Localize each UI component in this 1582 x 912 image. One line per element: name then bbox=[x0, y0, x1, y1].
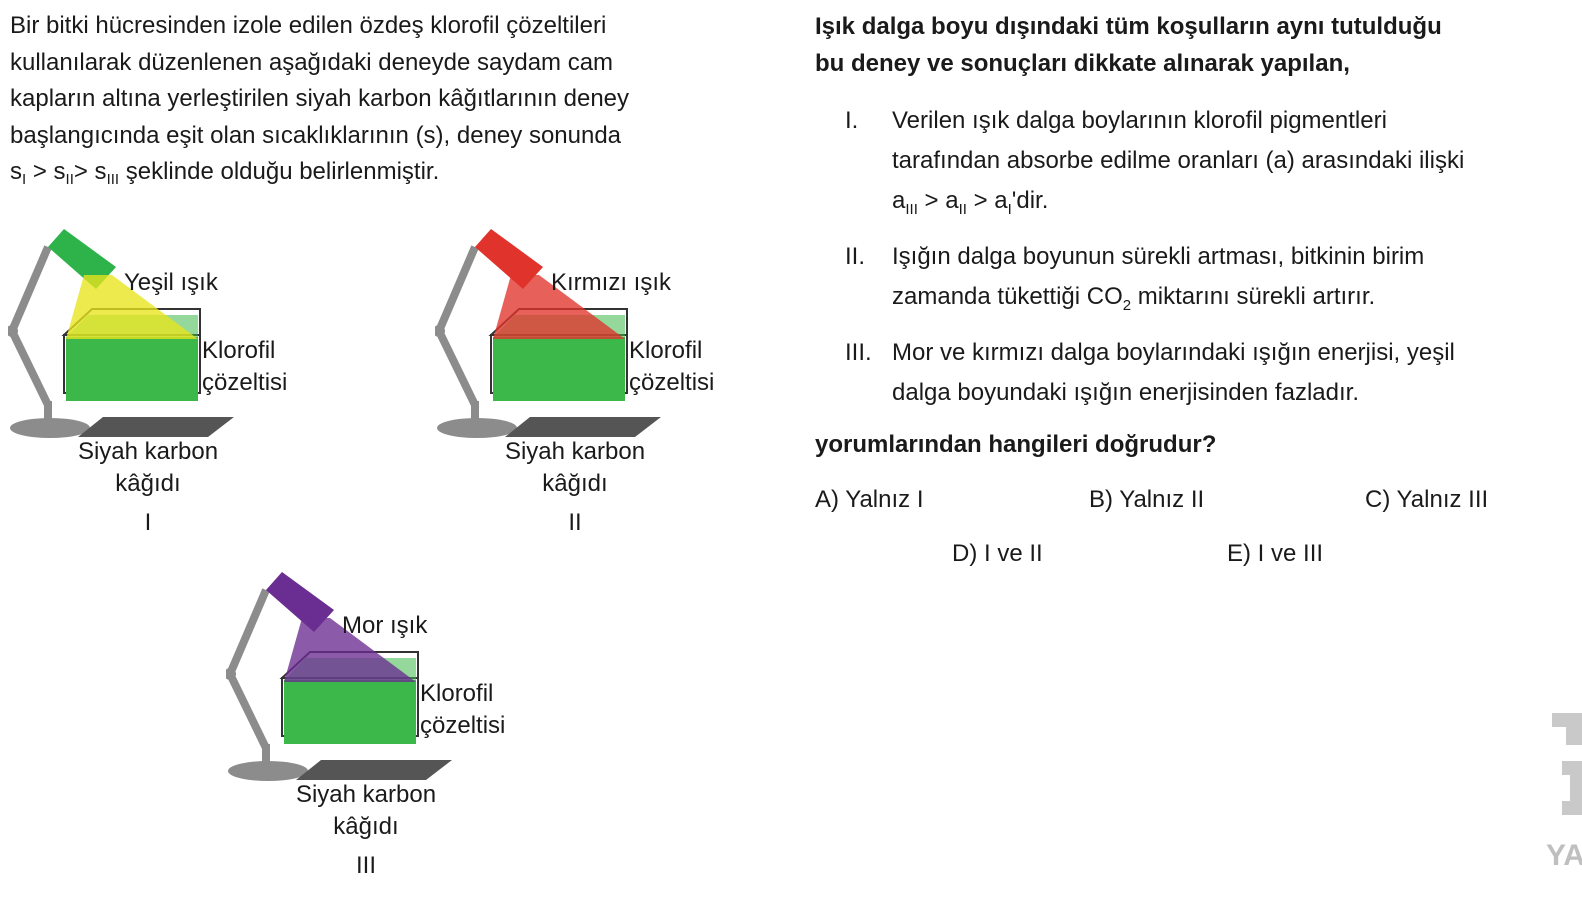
statement-line: Mor ve kırmızı dalga boylarındaki ışığın… bbox=[892, 339, 1455, 366]
paper-label: Siyah karbon kâğıdı bbox=[266, 779, 466, 843]
question-header-line: Işık dalga boyu dışındaki tüm koşulların… bbox=[815, 13, 1442, 40]
subscript: III bbox=[106, 171, 120, 188]
watermark-logo-icon: YA bbox=[1546, 713, 1582, 872]
solution-label: Klorofil çözeltisi bbox=[629, 335, 714, 399]
experiment-figure-2: Kırmızı ışık Klorofil çözeltisi Siyah kar… bbox=[435, 223, 755, 553]
lamp-setup-illustration bbox=[435, 229, 661, 438]
paper-label-line: Siyah karbon bbox=[77, 438, 219, 465]
option-a[interactable]: A) Yalnız I bbox=[815, 486, 924, 513]
statement-text: Mor ve kırmızı dalga boylarındaki ışığın… bbox=[892, 333, 1552, 413]
watermark-text: YA bbox=[1546, 839, 1582, 872]
option-e[interactable]: E) I ve III bbox=[1227, 540, 1324, 567]
statement-line: tarafından absorbe edilme oranları (a) a… bbox=[892, 147, 1465, 174]
subscript: I bbox=[22, 171, 27, 188]
statement-line: dalga boyundaki ışığın enerjisinden fazl… bbox=[892, 379, 1359, 406]
carbon-paper-icon bbox=[78, 417, 234, 437]
light-beam-icon bbox=[284, 618, 416, 682]
solution-label-line: çözeltisi bbox=[629, 369, 715, 396]
solution-label: Klorofil çözeltisi bbox=[420, 678, 505, 742]
light-label: Yeşil ışık bbox=[124, 269, 218, 296]
relation-text: > s bbox=[73, 158, 107, 185]
experiment-figure-3: Mor ışık Klorofil çözeltisi Siyah karbon k… bbox=[226, 566, 546, 896]
light-label: Mor ışık bbox=[342, 612, 428, 639]
relation-text: 'dir. bbox=[1011, 187, 1049, 214]
relation-text: > a bbox=[917, 187, 959, 214]
solution-label: Klorofil çözeltisi bbox=[202, 335, 287, 399]
question-header-line: bu deney ve sonuçları dikkate alınarak y… bbox=[815, 50, 1350, 77]
figure-number: III bbox=[355, 852, 376, 879]
statement-line: Işığın dalga boyunun sürekli artması, bi… bbox=[892, 243, 1425, 270]
statement-line-part: zamanda tükettiği CO bbox=[892, 283, 1123, 310]
statement-text: Işığın dalga boyunun sürekli artması, bi… bbox=[892, 237, 1552, 317]
figure-number: II bbox=[568, 509, 582, 536]
figure-number: I bbox=[144, 509, 152, 536]
symbol-s: s bbox=[10, 158, 22, 185]
option-d[interactable]: D) I ve II bbox=[952, 540, 1043, 567]
relation-text: > a bbox=[966, 187, 1008, 214]
solution-label-line: Klorofil bbox=[629, 337, 703, 364]
statement-line: zamanda tükettiği CO2 miktarını sürekli … bbox=[892, 283, 1376, 313]
paper-label-line: kâğıdı bbox=[333, 813, 399, 840]
statement-line: Verilen ışık dalga boylarının klorofil p… bbox=[892, 107, 1387, 134]
carbon-paper-icon bbox=[296, 760, 452, 780]
statement-line-part: miktarını sürekli artırır. bbox=[1131, 283, 1376, 310]
solution-label-line: çözeltisi bbox=[202, 369, 288, 396]
subscript: II bbox=[958, 201, 967, 218]
subscript: II bbox=[65, 171, 74, 188]
paper-label-line: kâğıdı bbox=[115, 470, 181, 497]
statement-relation: aIII > aII > aI'dir. bbox=[892, 187, 1049, 217]
intro-line-relation: sI > sII> sIII şeklinde olduğu belirlenm… bbox=[10, 158, 440, 188]
intro-paragraph: Bir bitki hücresinden izole edilen özdeş… bbox=[10, 8, 770, 191]
lamp-icon bbox=[226, 572, 334, 781]
light-beam-icon bbox=[66, 275, 198, 339]
intro-line: başlangıcında eşit olan sıcaklıklarının … bbox=[10, 121, 622, 149]
question-header: Işık dalga boyu dışındaki tüm koşulların… bbox=[815, 8, 1555, 82]
intro-line: Bir bitki hücresinden izole edilen özdeş… bbox=[10, 12, 607, 39]
option-c[interactable]: C) Yalnız III bbox=[1365, 486, 1489, 513]
lamp-setup-illustration bbox=[226, 572, 452, 781]
lamp-icon bbox=[8, 229, 116, 438]
solution-label-line: Klorofil bbox=[202, 337, 276, 364]
solution-label-line: Klorofil bbox=[420, 680, 494, 707]
solution-label-line: çözeltisi bbox=[420, 712, 506, 739]
statement-number: II. bbox=[845, 243, 866, 270]
carbon-paper-icon bbox=[505, 417, 661, 437]
question-prompt: yorumlarından hangileri doğrudur? bbox=[815, 431, 1217, 458]
lamp-icon bbox=[435, 229, 543, 438]
statement-text: Verilen ışık dalga boylarının klorofil p… bbox=[892, 101, 1552, 221]
paper-label: Siyah karbon kâğıdı bbox=[48, 436, 248, 500]
option-b[interactable]: B) Yalnız II bbox=[1089, 486, 1205, 513]
paper-label-line: kâğıdı bbox=[542, 470, 608, 497]
lamp-setup-illustration bbox=[8, 229, 234, 438]
intro-line: kapların altına yerleştirilen siyah karb… bbox=[10, 85, 630, 112]
publisher-watermark: YA bbox=[1532, 705, 1582, 885]
paper-label-line: Siyah karbon bbox=[504, 438, 646, 465]
statement-number: III. bbox=[845, 339, 872, 366]
subscript: III bbox=[905, 201, 918, 218]
relation-text: şeklinde olduğu belirlenmiştir. bbox=[119, 158, 440, 185]
experiment-figure-1: Yeşil ışık Klorofil çözeltisi Siyah karbo… bbox=[8, 223, 328, 553]
symbol-a: a bbox=[892, 187, 906, 214]
paper-label-line: Siyah karbon bbox=[295, 781, 437, 808]
paper-label: Siyah karbon kâğıdı bbox=[475, 436, 675, 500]
subscript: 2 bbox=[1122, 297, 1132, 314]
subscript: I bbox=[1007, 201, 1012, 218]
light-beam-icon bbox=[493, 275, 625, 339]
relation-text: > s bbox=[26, 158, 66, 185]
statement-number: I. bbox=[845, 107, 859, 134]
light-label: Kırmızı ışık bbox=[551, 269, 671, 296]
intro-line: kullanılarak düzenlenen aşağıdaki deneyd… bbox=[10, 48, 614, 76]
